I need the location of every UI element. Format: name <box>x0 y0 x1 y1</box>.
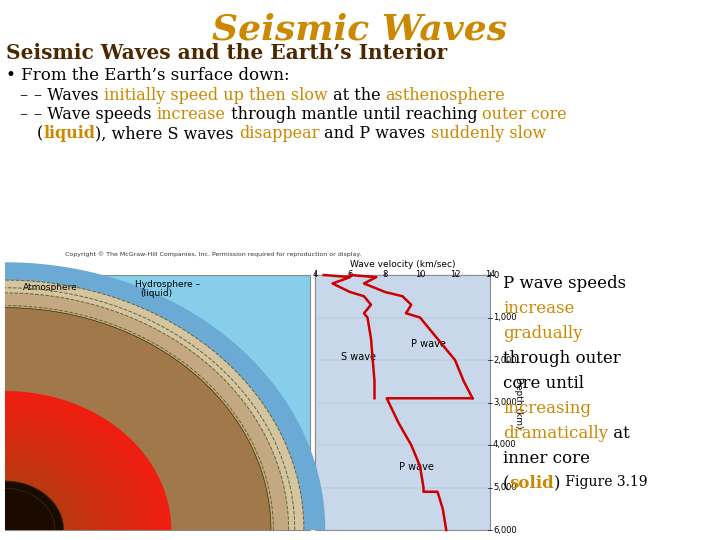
Text: solid: solid <box>510 475 554 492</box>
Text: through mantle until reaching: through mantle until reaching <box>225 106 482 123</box>
Text: 1,000: 1,000 <box>493 313 517 322</box>
Text: 10: 10 <box>415 270 426 279</box>
Text: increase: increase <box>503 300 575 317</box>
Text: at the: at the <box>328 87 385 104</box>
Text: Atmosphere: Atmosphere <box>23 283 78 292</box>
Text: 8: 8 <box>382 270 387 279</box>
Text: ): ) <box>554 475 561 492</box>
Text: asthenosphere: asthenosphere <box>385 87 505 104</box>
Polygon shape <box>5 280 304 530</box>
Polygon shape <box>5 401 159 530</box>
Polygon shape <box>5 488 55 530</box>
Text: (‘soft plastic’): (‘soft plastic’) <box>17 374 79 383</box>
Text: – Wave speeds: – Wave speeds <box>34 106 157 123</box>
Bar <box>315 275 490 530</box>
Text: Seismic Waves: Seismic Waves <box>212 13 508 47</box>
Polygon shape <box>5 391 171 530</box>
Text: suddenly slow: suddenly slow <box>431 125 546 142</box>
Text: 6,000: 6,000 <box>493 525 517 535</box>
Text: dramatically: dramatically <box>503 425 608 442</box>
Polygon shape <box>5 422 135 530</box>
Polygon shape <box>5 262 325 530</box>
Text: (: ( <box>503 475 510 492</box>
Text: P wave: P wave <box>399 462 434 472</box>
Text: – Waves: – Waves <box>34 87 104 104</box>
Text: (: ( <box>37 125 43 142</box>
Text: core until: core until <box>503 375 584 392</box>
Text: –: – <box>20 106 33 123</box>
Polygon shape <box>5 293 289 530</box>
Polygon shape <box>5 483 61 530</box>
Text: through outer: through outer <box>503 350 621 367</box>
Text: S wave: S wave <box>341 352 377 362</box>
Polygon shape <box>5 468 79 530</box>
Text: gradually: gradually <box>503 325 582 342</box>
Text: Figure 3.19: Figure 3.19 <box>561 475 647 489</box>
Text: P wave: P wave <box>411 339 446 349</box>
Text: and P waves: and P waves <box>320 125 431 142</box>
Text: Hydrosphere –: Hydrosphere – <box>135 280 200 289</box>
Text: 2,000: 2,000 <box>493 355 517 364</box>
Polygon shape <box>5 432 122 530</box>
Text: (liquid): (liquid) <box>140 289 172 298</box>
Text: increasing: increasing <box>503 400 591 417</box>
Text: 3,000: 3,000 <box>493 398 517 407</box>
Text: 6: 6 <box>347 270 353 279</box>
Text: outer core: outer core <box>482 106 567 123</box>
Text: Wave velocity (km/sec): Wave velocity (km/sec) <box>350 260 455 269</box>
Polygon shape <box>5 396 165 530</box>
Text: Seismic Waves and the Earth’s Interior: Seismic Waves and the Earth’s Interior <box>6 43 447 63</box>
Polygon shape <box>5 447 104 530</box>
Text: Depth (km): Depth (km) <box>513 377 523 428</box>
Polygon shape <box>5 437 116 530</box>
Polygon shape <box>5 463 86 530</box>
Text: • From the Earth’s surface down:: • From the Earth’s surface down: <box>6 67 289 84</box>
Polygon shape <box>5 442 110 530</box>
Text: (solid): (solid) <box>85 326 113 335</box>
Text: 4,000: 4,000 <box>493 441 517 449</box>
Text: Asthenosphere –: Asthenosphere – <box>13 365 89 374</box>
Polygon shape <box>5 411 147 530</box>
Text: Lithosphere –: Lithosphere – <box>80 317 140 326</box>
Text: Mantle: Mantle <box>141 380 179 390</box>
Polygon shape <box>5 427 128 530</box>
Text: initially speed up then slow: initially speed up then slow <box>104 87 328 104</box>
Polygon shape <box>5 453 98 530</box>
Text: 14: 14 <box>485 270 495 279</box>
Text: ), where S waves: ), where S waves <box>95 125 239 142</box>
Text: Inner
core
(solid): Inner core (solid) <box>48 485 72 515</box>
Text: Copyright © The McGraw-Hill Companies, Inc. Permission required for reproduction: Copyright © The McGraw-Hill Companies, I… <box>65 251 361 256</box>
Text: Outer core: Outer core <box>137 445 189 455</box>
Polygon shape <box>5 457 91 530</box>
Bar <box>5 275 310 530</box>
Polygon shape <box>5 407 153 530</box>
Text: at: at <box>608 425 630 442</box>
Text: increase: increase <box>157 106 225 123</box>
Text: liquid: liquid <box>43 125 95 142</box>
Polygon shape <box>5 478 67 530</box>
Polygon shape <box>5 481 63 530</box>
Polygon shape <box>5 473 73 530</box>
Text: P wave speeds: P wave speeds <box>503 275 626 292</box>
Polygon shape <box>5 417 140 530</box>
Polygon shape <box>5 308 271 530</box>
Text: 5,000: 5,000 <box>493 483 517 492</box>
Text: 12: 12 <box>450 270 460 279</box>
Text: 0: 0 <box>493 271 498 280</box>
Text: inner core: inner core <box>503 450 590 467</box>
Text: 4: 4 <box>312 270 318 279</box>
Text: –: – <box>20 87 33 104</box>
Text: disappear: disappear <box>239 125 320 142</box>
